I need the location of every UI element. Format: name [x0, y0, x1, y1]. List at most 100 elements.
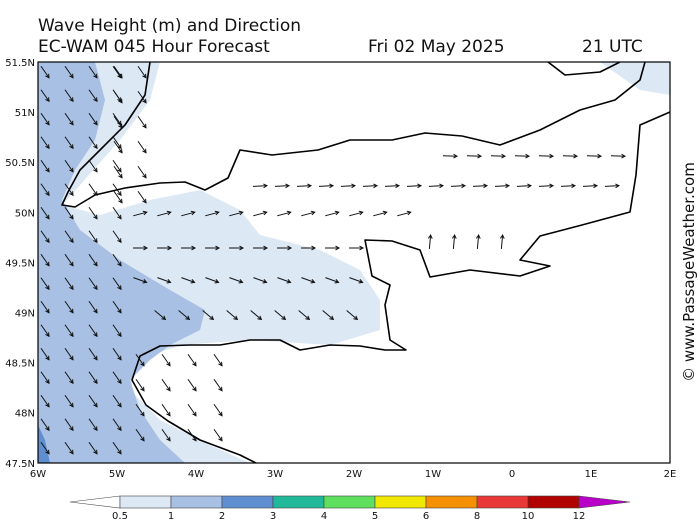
wave-arrow	[205, 245, 221, 251]
wave-arrow	[64, 159, 74, 173]
wave-arrow	[213, 428, 223, 442]
lon-label: 2E	[664, 469, 677, 480]
wave-arrow	[64, 183, 74, 197]
wave-arrow	[88, 183, 98, 197]
wave-arrow	[112, 277, 122, 291]
wave-arrow	[112, 418, 122, 432]
wave-arrow	[349, 210, 364, 217]
wave-arrow	[582, 183, 599, 189]
wave-arrow	[604, 183, 621, 189]
wave-arrow	[325, 245, 341, 251]
wave-arrow	[88, 277, 98, 291]
wave-arrow	[472, 183, 489, 189]
wave-arrow	[137, 90, 147, 104]
wave-arrow	[112, 253, 122, 267]
lon-label: 2W	[346, 469, 362, 480]
colorbar-label: 4	[321, 511, 327, 522]
wave-arrow	[277, 245, 293, 251]
wave-arrow	[64, 230, 74, 244]
wave-arrow	[40, 300, 50, 314]
wave-arrow	[253, 277, 268, 284]
wave-arrow	[586, 153, 603, 159]
wave-arrow	[40, 206, 50, 220]
wave-arrow	[40, 230, 50, 244]
wave-arrow	[135, 428, 145, 442]
arrows	[40, 65, 627, 455]
wave-arrow	[113, 90, 123, 104]
wave-arrow	[40, 371, 50, 385]
wave-arrow	[229, 245, 245, 251]
wave-arrow	[64, 65, 74, 79]
wave-arrow	[64, 418, 74, 432]
lon-label: 1E	[585, 469, 598, 480]
wave-arrow	[112, 347, 122, 361]
wave-arrow	[113, 165, 123, 179]
wave-arrow	[181, 277, 196, 284]
wave-arrow	[64, 394, 74, 408]
wave-arrow	[112, 394, 122, 408]
lat-label: 48N	[15, 409, 35, 420]
wave-arrow	[133, 277, 148, 284]
date: Fri 02 May 2025	[368, 37, 505, 57]
wave-arrow	[346, 310, 359, 321]
wave-arrow	[112, 300, 122, 314]
wave-arrow	[428, 183, 445, 189]
wave-arrow	[88, 347, 98, 361]
wave-arrow	[64, 112, 74, 126]
wave-arrow	[88, 112, 98, 126]
wave-arrow	[427, 233, 433, 250]
wave-arrow	[88, 300, 98, 314]
wave-arrow	[298, 310, 311, 321]
wave-arrow	[475, 233, 481, 250]
wave-arrow	[88, 65, 98, 79]
wave-arrow	[229, 210, 244, 217]
lat-label: 51N	[15, 108, 35, 119]
wave-arrow	[64, 206, 74, 220]
wave-arrow	[349, 245, 365, 251]
colorbar-label: 2	[219, 511, 225, 522]
colorbar-bin	[170, 495, 223, 509]
wave-arrow	[64, 324, 74, 338]
wave-arrow	[40, 418, 50, 432]
wave-arrow	[64, 136, 74, 150]
colorbar-bin	[527, 495, 580, 509]
wave-arrow	[229, 277, 244, 284]
wave-arrow	[202, 310, 215, 321]
colorbar-bin	[476, 495, 529, 509]
wave-arrow	[161, 353, 171, 367]
wave-arrow	[40, 159, 50, 173]
wave-arrow	[137, 140, 147, 154]
wave-arrow	[213, 353, 223, 367]
wave-arrow	[325, 277, 340, 284]
wave-arrow	[64, 300, 74, 314]
colorbar-bin	[119, 495, 172, 509]
colorbar-low	[69, 495, 121, 509]
wave-arrow	[40, 89, 50, 103]
wave-arrow	[277, 210, 292, 217]
wave-arrow	[135, 353, 145, 367]
wave-arrow	[325, 210, 340, 217]
lat-label: 49.5N	[5, 258, 35, 269]
wave-arrow	[161, 403, 171, 417]
wave-arrow	[226, 310, 239, 321]
wave-arrow	[40, 347, 50, 361]
wave-arrow	[40, 394, 50, 408]
wave-arrow	[64, 89, 74, 103]
map	[38, 62, 670, 463]
wave-arrow	[64, 347, 74, 361]
wave-arrow	[205, 210, 220, 217]
wave-arrow	[301, 210, 316, 217]
wave-arrow	[135, 403, 145, 417]
lon-label: 0	[509, 469, 515, 480]
wave-arrow	[113, 65, 123, 79]
wave-arrow	[187, 428, 197, 442]
colorbar-bin	[272, 495, 325, 509]
wave-arrow	[64, 277, 74, 291]
wave-arrow	[88, 441, 98, 455]
wave-arrow	[277, 277, 292, 284]
lat-label: 49N	[15, 309, 35, 320]
colorbar-bin	[323, 495, 376, 509]
wave-arrow	[88, 230, 98, 244]
wave-arrow	[137, 190, 147, 204]
